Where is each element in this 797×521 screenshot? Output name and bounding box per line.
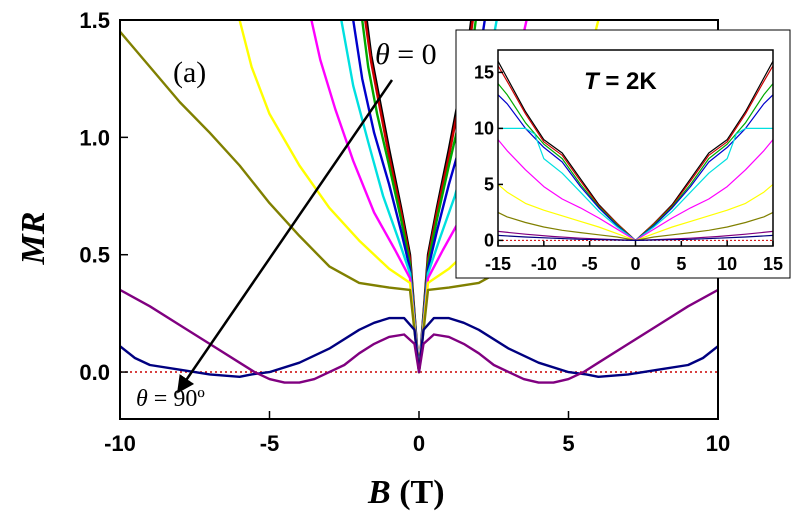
main-y-axis: 0.0 0.5 1.0 1.5 — [79, 8, 128, 385]
inset-x-tick-label: 15 — [763, 254, 783, 274]
main-y-tick-label: 0.0 — [79, 360, 110, 385]
y-axis-title: MR — [15, 212, 52, 266]
theta-bottom-annotation: θ = 90º — [136, 386, 205, 412]
main-series-10 — [120, 288, 718, 384]
inset-title: T = 2K — [584, 68, 657, 95]
theta-top-var: θ — [375, 38, 390, 71]
theta-arrow — [176, 79, 394, 394]
inset-title-var: T — [584, 68, 601, 95]
inset-x-tick-label: 10 — [717, 254, 737, 274]
theta-bottom-var: θ — [136, 386, 148, 412]
theta-bottom-text: = 90º — [148, 386, 206, 412]
theta-top-annotation: θ = 0 — [375, 38, 437, 71]
inset-x-tick-label: 0 — [630, 254, 640, 274]
main-x-tick-label: -5 — [260, 431, 280, 456]
x-axis-var: B — [367, 474, 391, 511]
x-axis-title: B (T) — [367, 474, 445, 511]
main-y-tick-label: 1.5 — [79, 8, 110, 33]
theta-top-text: = 0 — [390, 38, 437, 71]
x-axis-unit: (T) — [391, 474, 445, 511]
inset-series-10 — [498, 234, 773, 241]
inset-plot-panel: -15 -10 -5 0 5 10 15 0 5 10 15 T = 2K — [455, 29, 791, 279]
inset-x-axis: -15 -10 -5 0 5 10 15 — [485, 241, 783, 274]
inset-series-group — [498, 60, 773, 241]
main-y-tick-label: 0.5 — [79, 243, 110, 268]
main-y-tick-label: 1.0 — [79, 125, 110, 150]
main-x-tick-label: 10 — [706, 431, 730, 456]
inset-x-tick-label: -10 — [531, 254, 557, 274]
inset-x-tick-label: -15 — [485, 254, 511, 274]
inset-title-text: = 2K — [599, 68, 658, 95]
inset-y-tick-label: 10 — [474, 118, 494, 138]
inset-y-tick-label: 0 — [484, 230, 494, 250]
panel-label: (a) — [173, 56, 206, 89]
inset-y-tick-label: 5 — [484, 174, 494, 194]
inset-y-tick-label: 15 — [474, 62, 494, 82]
main-x-tick-label: -10 — [104, 431, 136, 456]
main-x-tick-label: 0 — [413, 431, 425, 456]
inset-y-axis: 0 5 10 15 — [474, 62, 503, 250]
main-x-tick-label: 5 — [562, 431, 574, 456]
inset-x-tick-label: 5 — [676, 254, 686, 274]
main-x-axis: -10 -5 0 5 10 — [104, 411, 730, 456]
inset-x-tick-label: -5 — [582, 254, 598, 274]
